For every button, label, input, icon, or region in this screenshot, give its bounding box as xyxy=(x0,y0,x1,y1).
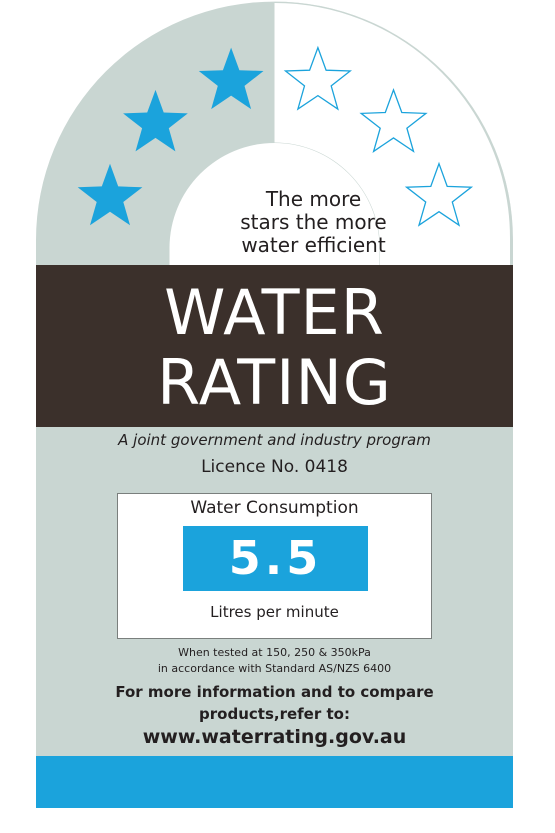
test-conditions-line-2: in accordance with Standard AS/NZS 6400 xyxy=(157,662,392,675)
empty-star-icon xyxy=(404,161,474,227)
water-rating-label: The more stars the more water efficient … xyxy=(36,0,513,808)
empty-star-icon xyxy=(359,88,428,153)
title-line-2: RATING xyxy=(157,346,392,419)
test-conditions-line-1: When tested at 150, 250 & 350kPa xyxy=(178,646,371,659)
inner-arch xyxy=(169,143,380,265)
consumption-unit: Litres per minute xyxy=(210,603,339,621)
consumption-heading: Water Consumption xyxy=(190,498,359,518)
tagline: The more stars the more water efficient xyxy=(206,188,421,257)
info-line-1: For more information and to compare xyxy=(115,683,434,701)
consumption-value-box: 5.5 xyxy=(183,526,368,591)
tagline-line-1: The more xyxy=(265,187,362,211)
licence-number: Licence No. 0418 xyxy=(201,457,348,477)
program-text: A joint government and industry program xyxy=(118,431,431,449)
consumption-box: Water Consumption 5.5 Litres per minute xyxy=(117,493,432,639)
consumption-value: 5.5 xyxy=(228,531,323,585)
empty-star-icon xyxy=(283,45,353,111)
tagline-line-2: stars the more xyxy=(240,210,387,234)
filled-star-icon xyxy=(123,89,188,152)
filled-star-icon xyxy=(77,163,143,226)
info-url: www.waterrating.gov.au xyxy=(142,726,407,748)
tagline-line-3: water efficient xyxy=(241,233,386,257)
title-band xyxy=(36,265,513,427)
bottom-bar xyxy=(36,756,513,808)
filled-star-icon xyxy=(198,47,264,110)
title-line-1: WATER xyxy=(164,276,385,349)
info-line-2: products,refer to: xyxy=(199,705,350,723)
